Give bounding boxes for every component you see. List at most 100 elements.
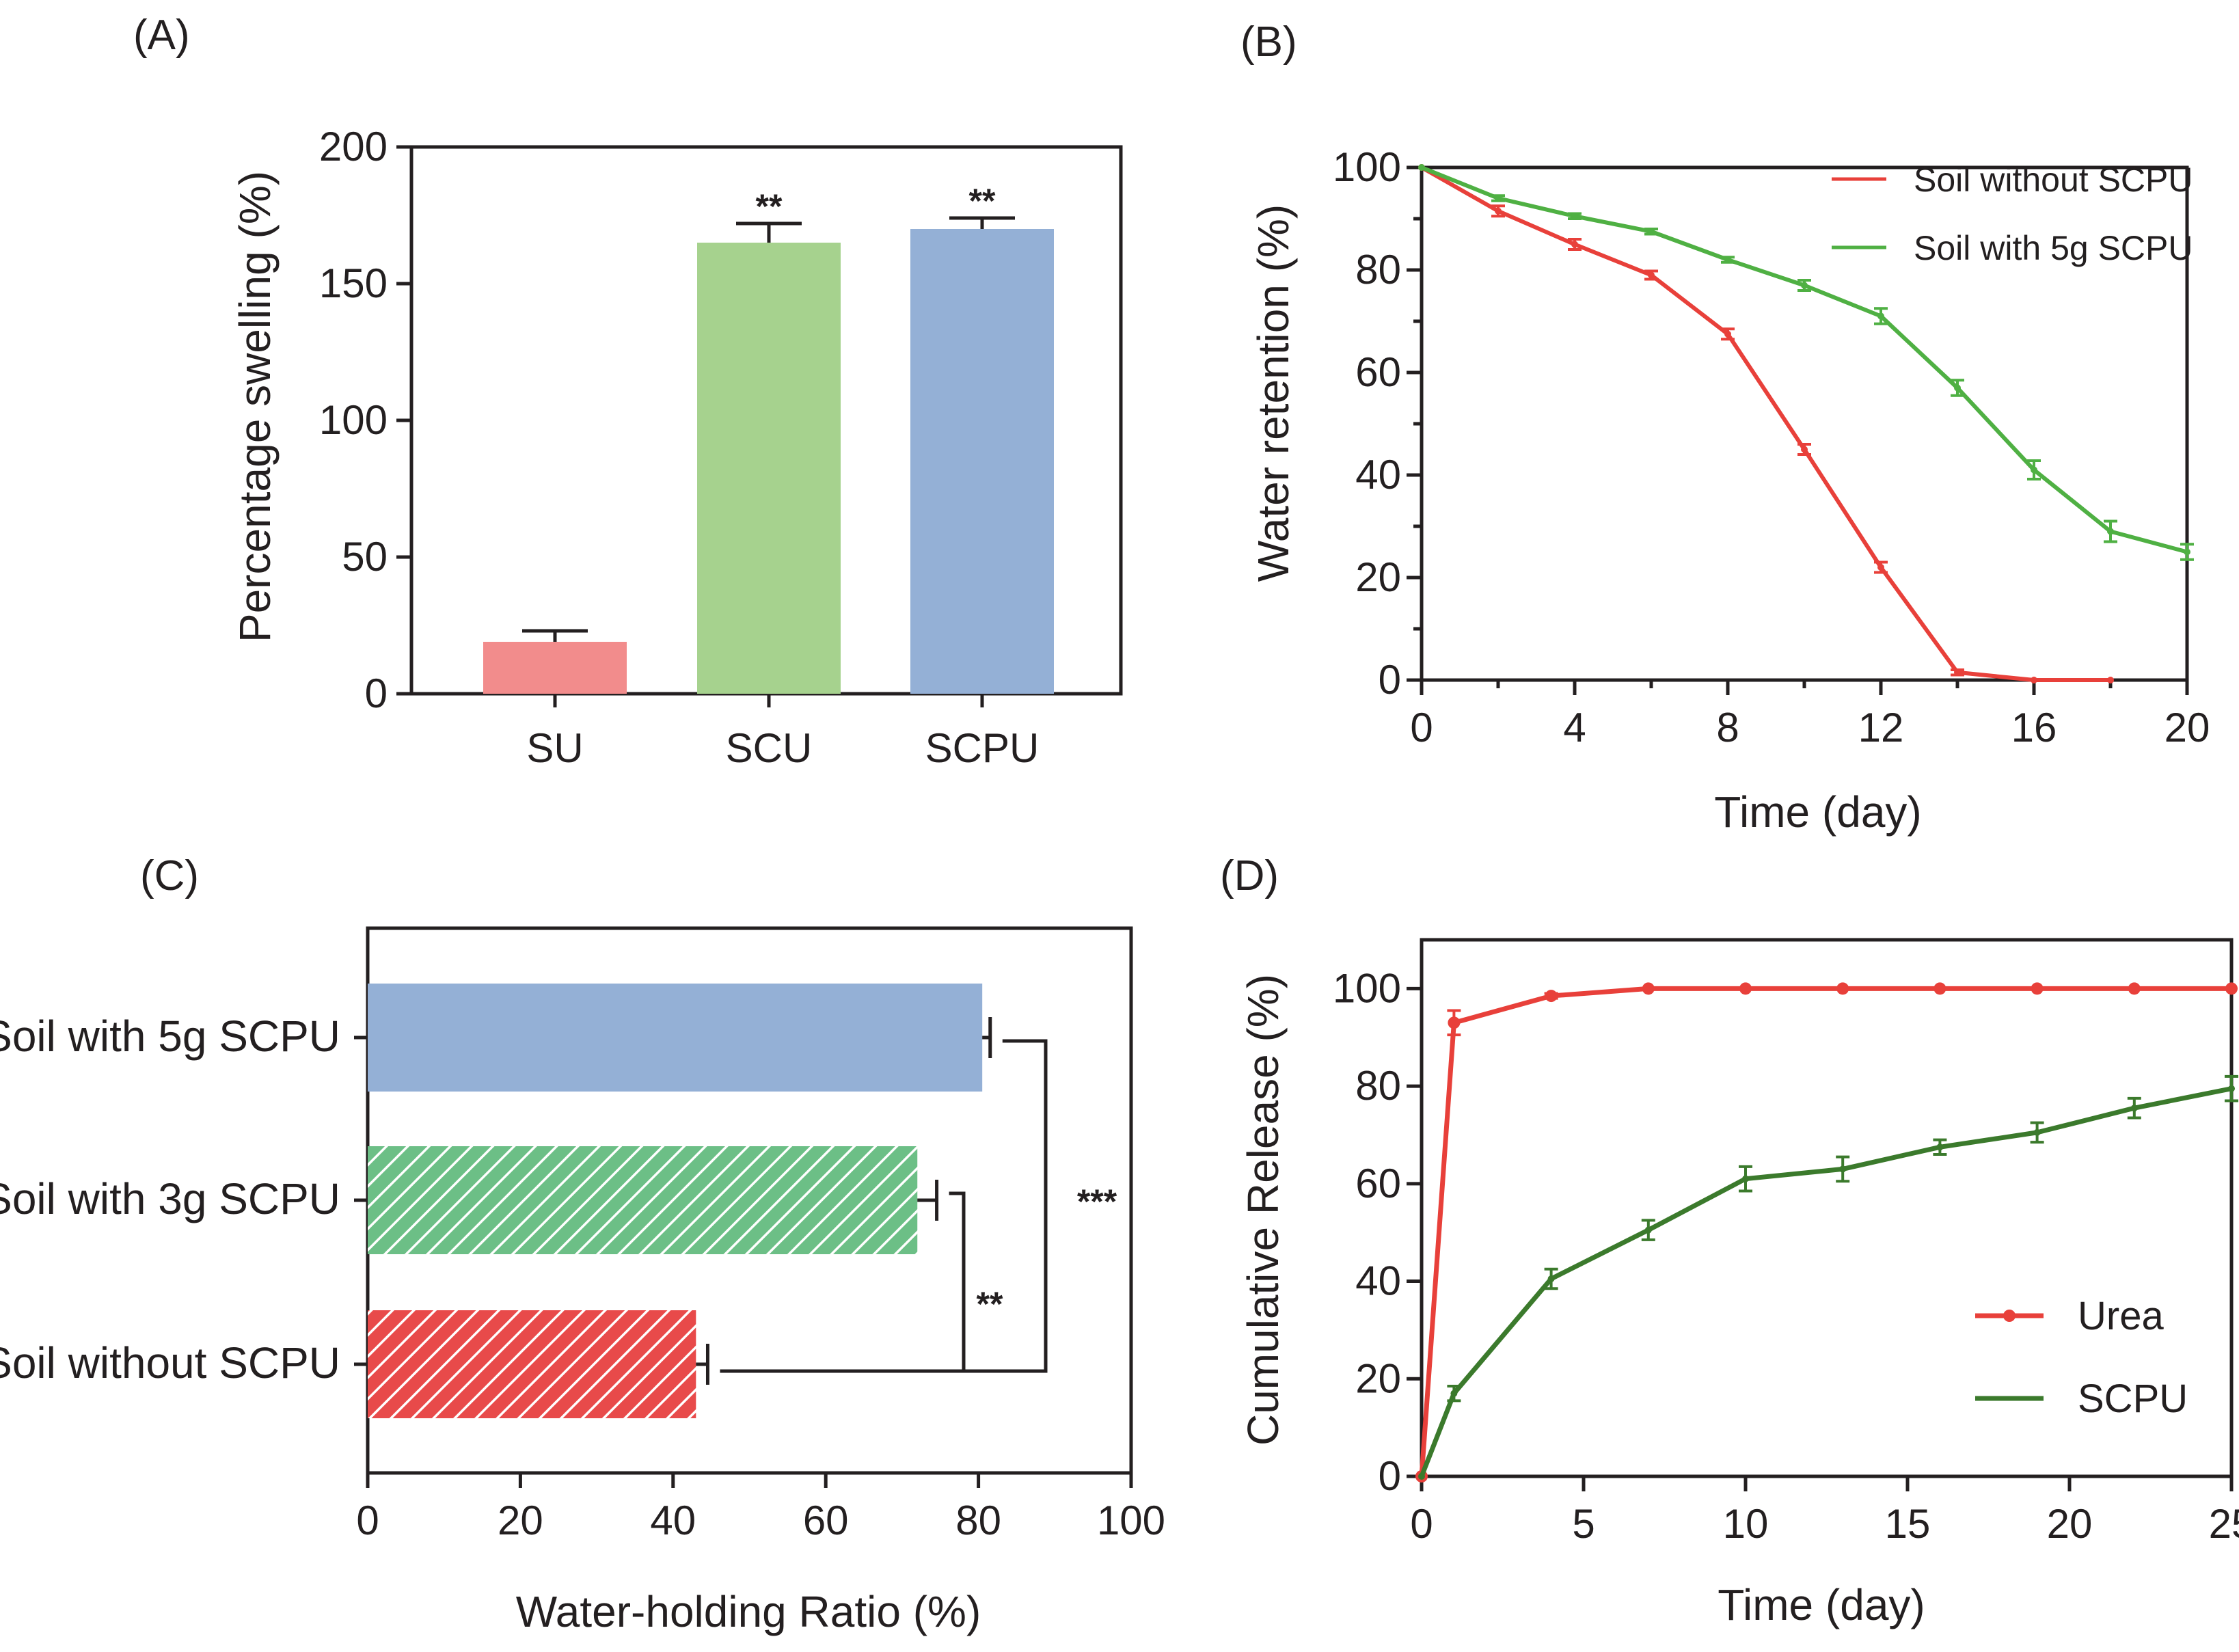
panel-d-y-axis-label: Cumulative Release (%) (1238, 974, 1288, 1446)
significance-label-5g-vs-without: *** (1077, 1182, 1117, 1221)
panel-a-label: (A) (133, 12, 190, 59)
data-point-soil-with-5g-scpu (1801, 282, 1808, 289)
y-tick-label: 60 (1355, 1161, 1401, 1206)
bar-soil-with-3g-scpu (368, 1146, 918, 1254)
data-point-soil-with-5g-scpu (2184, 548, 2190, 556)
panel-d-cumulative-release-chart: (D) Cumulative Release (%) Time (day) 0 2… (1220, 852, 2239, 1629)
panel-b-x-axis-label: Time (day) (1714, 787, 1921, 837)
x-tick-label: 60 (803, 1498, 849, 1543)
data-point-scpu (2033, 1128, 2041, 1136)
x-tick-label: 20 (498, 1498, 543, 1543)
y-tick-label: 80 (1355, 1063, 1401, 1109)
x-tick-label-scu: SCU (726, 725, 813, 771)
y-tick-label: 100 (319, 397, 388, 443)
panel-d-x-axis-label: Time (day) (1718, 1580, 1925, 1629)
x-tick-label: 5 (1572, 1501, 1595, 1547)
series-line-urea (1419, 986, 2231, 1477)
panel-a-plot-area: 0 50 100 150 200 SU SCU ** SCPU ** (319, 124, 1123, 771)
data-point-soil-with-5g-scpu (1877, 312, 1884, 320)
x-tick-label: 0 (1410, 1501, 1433, 1547)
legend-label-soil-without-scpu: Soil without SCPU (1914, 161, 2193, 199)
x-tick-label: 16 (2011, 705, 2057, 750)
legend-label-urea: Urea (2078, 1294, 2164, 1338)
panel-b-y-axis-label: Water retention (%) (1249, 204, 1298, 582)
data-point-soil-with-5g-scpu (1724, 256, 1731, 263)
series-line-soil-without-scpu (1420, 165, 2111, 682)
data-point-urea (1545, 990, 1558, 1003)
y-tick-label: 40 (1355, 1258, 1401, 1304)
panel-b-label: (B) (1240, 18, 1297, 66)
panel-c-x-axis-label: Water-holding Ratio (%) (516, 1587, 981, 1636)
data-point-soil-with-5g-scpu (1571, 213, 1578, 220)
y-tick-label: 60 (1355, 349, 1401, 395)
y-category-label-soil-with-5g-scpu: Soil with 5g SCPU (0, 1012, 340, 1061)
significance-bracket-3g-vs-without (949, 1191, 966, 1371)
data-point-soil-without-scpu (1571, 241, 1578, 248)
data-point-urea (1642, 982, 1655, 995)
data-point-scpu (1839, 1165, 1847, 1173)
data-point-soil-without-scpu (1648, 271, 1655, 279)
panel-c-water-holding-chart: (C) Water-holding Ratio (%) 0 20 40 60 80 100… (0, 852, 1165, 1636)
data-point-soil-with-5g-scpu (2107, 528, 2114, 535)
y-tick-label: 0 (1379, 1453, 1401, 1499)
data-point-soil-with-5g-scpu (1418, 164, 1425, 171)
data-point-scpu (1418, 1473, 1425, 1480)
panel-d-axes-frame (1420, 938, 2234, 1478)
x-tick-label: 80 (955, 1498, 1001, 1543)
panel-b-plot-area: 0 20 40 60 80 100 0 4 8 12 16 20 (1333, 144, 2210, 750)
panel-a-swelling-chart: (A) Percentage swelling (%) 0 50 100 150 200… (133, 12, 1123, 771)
series-line-soil-with-5g-scpu (1420, 165, 2188, 554)
x-tick-label: 100 (1097, 1498, 1165, 1543)
data-point-soil-without-scpu (1801, 446, 1808, 453)
panel-d-label: (D) (1220, 852, 1279, 899)
panel-c-label: (C) (140, 852, 199, 899)
x-tick-label: 20 (2047, 1501, 2093, 1547)
data-point-scpu (1644, 1226, 1652, 1234)
data-point-scpu (2130, 1105, 2138, 1112)
x-tick-label: 40 (650, 1498, 696, 1543)
data-point-scpu (1450, 1390, 1458, 1397)
data-point-soil-without-scpu (1495, 207, 1502, 215)
y-category-label-soil-with-3g-scpu: Soil with 3g SCPU (0, 1174, 340, 1223)
significance-bracket-5g-vs-without (720, 1039, 1048, 1373)
bar-scu (697, 243, 841, 694)
y-tick-label: 0 (365, 671, 388, 716)
data-point-scpu (2228, 1085, 2235, 1092)
x-tick-label: 4 (1563, 705, 1586, 750)
x-tick-label: 20 (2165, 705, 2210, 750)
x-tick-label: 0 (356, 1498, 379, 1543)
data-point-soil-with-5g-scpu (1495, 195, 1502, 202)
y-tick-label: 150 (319, 260, 388, 306)
data-point-urea (2031, 982, 2044, 995)
data-point-urea (2225, 982, 2238, 995)
x-tick-label: 25 (2209, 1501, 2239, 1547)
data-point-soil-without-scpu (1877, 564, 1884, 571)
panel-d-legend: Urea SCPU (1975, 1294, 2188, 1421)
legend-marker-urea (2003, 1310, 2016, 1322)
legend-label-scpu: SCPU (2078, 1377, 2188, 1421)
data-point-scpu (1742, 1175, 1749, 1182)
bar-scpu (910, 229, 1054, 694)
x-tick-label-scpu: SCPU (925, 725, 1040, 771)
data-point-urea (1448, 1016, 1461, 1029)
x-tick-label: 0 (1410, 705, 1433, 750)
data-point-soil-with-5g-scpu (2031, 466, 2037, 474)
x-tick-label: 8 (1716, 705, 1739, 750)
y-tick-label: 20 (1355, 1355, 1401, 1401)
data-point-soil-without-scpu (2107, 677, 2114, 683)
data-point-soil-without-scpu (1724, 330, 1731, 338)
bar-su (483, 642, 627, 694)
y-tick-label: 100 (1333, 144, 1401, 190)
y-tick-label: 80 (1355, 247, 1401, 293)
y-tick-label: 200 (319, 124, 388, 170)
significance-scu: ** (756, 187, 783, 226)
data-point-soil-without-scpu (2031, 677, 2037, 683)
data-point-scpu (1547, 1275, 1555, 1282)
data-point-urea (2128, 982, 2141, 995)
significance-label-3g-vs-without: ** (977, 1285, 1003, 1323)
y-tick-label: 0 (1379, 657, 1401, 703)
data-point-soil-without-scpu (1954, 668, 1961, 676)
y-tick-label: 50 (342, 534, 388, 580)
data-point-soil-with-5g-scpu (1648, 228, 1655, 235)
